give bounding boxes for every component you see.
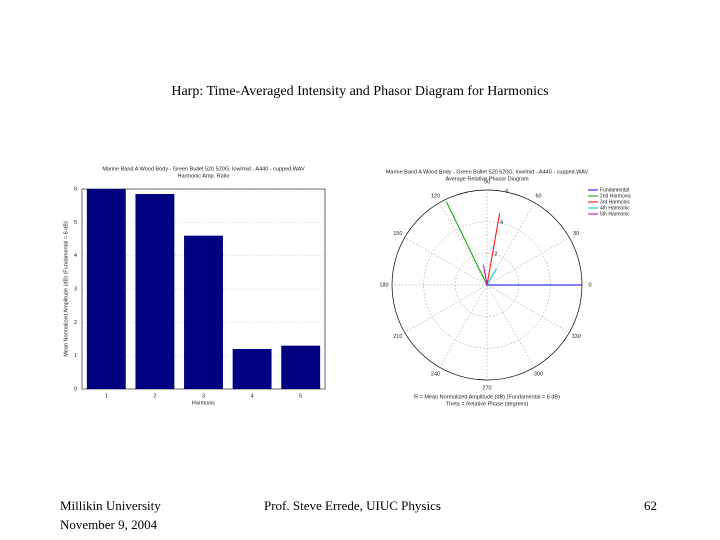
angle-grid-line [404, 284, 488, 333]
angle-tick-label: 330 [572, 334, 581, 340]
radial-tick-label: 6 [505, 189, 508, 195]
angle-grid-line [486, 284, 570, 333]
angle-tick-label: 210 [393, 334, 402, 340]
chart-title: Marine Band A Wood Body - Green Bullet 5… [102, 166, 305, 172]
angle-tick-label: 150 [393, 231, 402, 237]
chart-title: Harmonic Amp. Ratio [178, 173, 230, 179]
footer-center: Prof. Steve Errede, UIUC Physics [264, 498, 441, 513]
angle-tick-label: 180 [379, 282, 388, 288]
y-tick-label: 4 [74, 253, 77, 259]
slide-title: Harp: Time-Averaged Intensity and Phasor… [171, 84, 549, 99]
polar-chart: Marine Band A Wood Body - Green Bullet 5… [379, 169, 632, 407]
page-number: 62 [644, 498, 657, 513]
angle-tick-label: 270 [482, 385, 491, 391]
bar [232, 349, 272, 389]
phasor [486, 213, 501, 286]
bar [281, 345, 321, 389]
x-axis-label: Harmonic [192, 400, 216, 406]
angle-grid-line [439, 284, 488, 368]
chart-note: R = Mean Normalized Amplitude (dB) (Fund… [414, 394, 560, 400]
bar [184, 235, 223, 389]
y-tick-label: 1 [74, 353, 77, 359]
bar [86, 189, 126, 389]
phasor [486, 268, 497, 286]
angle-tick-label: 300 [534, 372, 543, 378]
legend-label: 3rd Harmonic [600, 199, 631, 205]
x-tick-label: 5 [299, 393, 302, 399]
angle-grid-line [404, 237, 488, 286]
bar [135, 194, 175, 389]
radial-tick-label: 4 [500, 220, 503, 226]
angle-tick-label: 60 [535, 193, 541, 199]
y-tick-label: 5 [74, 220, 77, 226]
angle-tick-label: 120 [431, 193, 440, 199]
radial-tick-label: 2 [494, 251, 497, 257]
x-tick-label: 4 [251, 393, 254, 399]
x-tick-label: 2 [153, 393, 156, 399]
y-tick-label: 6 [74, 186, 77, 192]
y-tick-label: 0 [74, 386, 77, 392]
angle-grid-line [486, 284, 535, 368]
legend-label: 2nd Harmonic [600, 193, 632, 199]
angle-tick-label: 0 [588, 282, 591, 288]
legend-label: 5th Harmonic [600, 211, 630, 217]
y-tick-label: 3 [74, 286, 77, 292]
chart-note: Theta = Relative Phase (degrees) [446, 401, 529, 407]
footer-left: Millikin University November 9, 2004 [60, 496, 161, 534]
y-tick-label: 2 [74, 320, 77, 326]
phasor [482, 264, 488, 286]
angle-grid-line [439, 202, 488, 286]
legend-label: 4th Harmonic [600, 205, 630, 211]
bar-chart: Marine Band A Wood Body - Green Bullet 5… [63, 166, 326, 406]
y-axis-label: Mean Normalized Amplitude (dB) (Fundamen… [63, 221, 69, 357]
x-tick-label: 3 [202, 393, 205, 399]
footer-date: November 9, 2004 [60, 517, 158, 532]
footer-org: Millikin University [60, 498, 161, 513]
legend-label: Fundamental [600, 187, 629, 193]
angle-tick-label: 240 [431, 372, 440, 378]
x-tick-label: 1 [105, 393, 108, 399]
angle-grid-line [486, 237, 570, 286]
angle-tick-label: 90 [484, 179, 490, 185]
phasor [445, 201, 488, 286]
chart-title: Average Relative Phasor Diagram [445, 176, 528, 182]
angle-tick-label: 30 [573, 231, 579, 237]
chart-title: Marine Band A Wood Body - Green Bullet 5… [386, 169, 589, 175]
